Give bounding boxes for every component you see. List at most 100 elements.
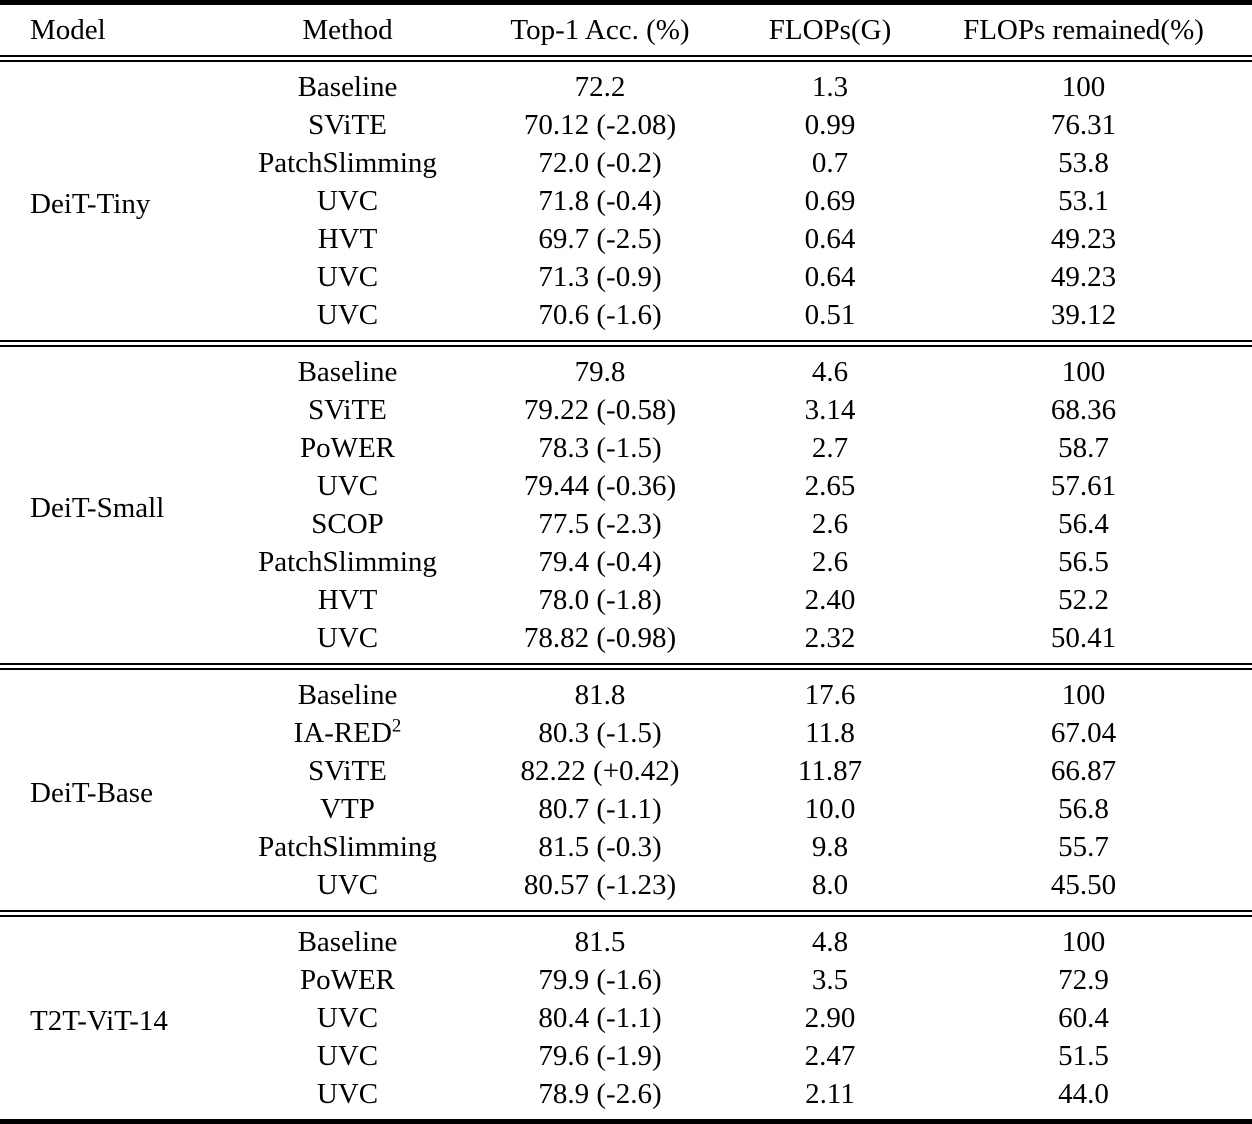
table-row: PoWER 79.9 (-1.6) 3.5 72.9 bbox=[0, 961, 1252, 999]
top1-acc-cell: 71.8 (-0.4) bbox=[538, 185, 662, 217]
flops-cell: 2.11 bbox=[805, 1078, 855, 1110]
flops-cell: 9.8 bbox=[811, 831, 849, 863]
table-row: UVC 79.44 (-0.36) 2.65 57.61 bbox=[0, 467, 1252, 505]
flops-cell: 10.0 bbox=[804, 793, 856, 825]
method-cell: Baseline bbox=[297, 926, 398, 958]
col-header-top1-acc: Top-1 Acc. (%) bbox=[510, 14, 690, 46]
table-row: UVC 70.6 (-1.6) 0.51 39.12 bbox=[0, 296, 1252, 344]
method-cell: UVC bbox=[316, 470, 379, 502]
table-row: SViTE 79.22 (-0.58) 3.14 68.36 bbox=[0, 391, 1252, 429]
flops-remained-cell: 56.4 bbox=[1058, 508, 1109, 540]
top1-acc-cell: 81.8 bbox=[574, 679, 626, 711]
method-cell: PatchSlimming bbox=[258, 831, 437, 863]
flops-cell: 1.3 bbox=[811, 71, 849, 103]
top1-acc-cell: 80.57 (-1.23) bbox=[523, 869, 677, 901]
top1-acc-cell: 79.44 (-0.36) bbox=[523, 470, 677, 502]
flops-cell: 2.7 bbox=[811, 432, 849, 464]
table-row: PatchSlimming 81.5 (-0.3) 9.8 55.7 bbox=[0, 828, 1252, 866]
flops-cell: 0.7 bbox=[811, 147, 849, 179]
method-cell: PatchSlimming bbox=[258, 147, 437, 179]
top1-acc-cell: 79.4 (-0.4) bbox=[538, 546, 662, 578]
flops-remained-cell: 66.87 bbox=[1050, 755, 1117, 787]
method-cell: PatchSlimming bbox=[258, 546, 437, 578]
method-cell: UVC bbox=[316, 299, 379, 331]
flops-remained-cell: 45.50 bbox=[1050, 869, 1117, 901]
top1-acc-cell: 79.9 (-1.6) bbox=[538, 964, 662, 996]
model-section-deit-tiny: DeiT-Tiny Baseline 72.2 1.3 100 SViTE 70.12 (-… bbox=[0, 58, 1252, 344]
top1-acc-cell: 78.82 (-0.98) bbox=[523, 622, 677, 654]
method-cell: UVC bbox=[316, 1040, 379, 1072]
flops-cell: 8.0 bbox=[811, 869, 849, 901]
method-cell: SCOP bbox=[311, 508, 384, 540]
col-header-model: Model bbox=[30, 14, 106, 46]
flops-remained-cell: 68.36 bbox=[1050, 394, 1117, 426]
flops-cell: 17.6 bbox=[804, 679, 856, 711]
table-row: UVC 78.9 (-2.6) 2.11 44.0 bbox=[0, 1075, 1252, 1122]
flops-remained-cell: 51.5 bbox=[1058, 1040, 1109, 1072]
top1-acc-cell: 72.0 (-0.2) bbox=[538, 147, 662, 179]
flops-cell: 2.90 bbox=[804, 1002, 856, 1034]
method-cell: SViTE bbox=[308, 109, 387, 141]
method-cell: SViTE bbox=[308, 394, 387, 426]
flops-cell: 11.87 bbox=[797, 755, 863, 787]
flops-cell: 0.69 bbox=[804, 185, 856, 217]
flops-remained-cell: 100 bbox=[1061, 926, 1106, 958]
top1-acc-cell: 82.22 (+0.42) bbox=[520, 755, 680, 787]
method-cell: UVC bbox=[316, 1002, 379, 1034]
flops-cell: 0.51 bbox=[804, 299, 856, 331]
table-row: UVC 78.82 (-0.98) 2.32 50.41 bbox=[0, 619, 1252, 667]
top1-acc-cell: 79.6 (-1.9) bbox=[538, 1040, 662, 1072]
flops-cell: 0.64 bbox=[804, 223, 856, 255]
model-cell: DeiT-Base bbox=[30, 777, 153, 809]
table-row: SViTE 82.22 (+0.42) 11.87 66.87 bbox=[0, 752, 1252, 790]
flops-remained-cell: 49.23 bbox=[1050, 261, 1117, 293]
flops-cell: 0.64 bbox=[804, 261, 856, 293]
flops-remained-cell: 57.61 bbox=[1050, 470, 1117, 502]
table-row: T2T-ViT-14 Baseline 81.5 4.8 100 bbox=[0, 914, 1252, 1037]
top1-acc-cell: 72.2 bbox=[574, 71, 626, 103]
flops-remained-cell: 53.8 bbox=[1058, 147, 1109, 179]
flops-cell: 0.99 bbox=[804, 109, 856, 141]
flops-remained-cell: 52.2 bbox=[1058, 584, 1109, 616]
flops-remained-cell: 60.4 bbox=[1058, 1002, 1109, 1034]
flops-cell: 2.65 bbox=[804, 470, 856, 502]
top1-acc-cell: 80.3 (-1.5) bbox=[538, 717, 662, 749]
top1-acc-cell: 79.8 bbox=[574, 356, 626, 388]
flops-remained-cell: 49.23 bbox=[1050, 223, 1117, 255]
flops-cell: 3.5 bbox=[811, 964, 849, 996]
flops-remained-cell: 44.0 bbox=[1058, 1078, 1109, 1110]
table-row: DeiT-Tiny Baseline 72.2 1.3 100 bbox=[0, 59, 1252, 220]
table-row: HVT 69.7 (-2.5) 0.64 49.23 bbox=[0, 220, 1252, 258]
flops-cell: 2.6 bbox=[811, 508, 849, 540]
method-cell: HVT bbox=[317, 223, 378, 255]
method-cell: UVC bbox=[316, 261, 379, 293]
table-row: SCOP 77.5 (-2.3) 2.6 56.4 bbox=[0, 505, 1252, 543]
table-header: Model Method Top-1 Acc. (%) FLOPs(G) FLO… bbox=[0, 3, 1252, 59]
method-cell: HVT bbox=[317, 584, 378, 616]
flops-cell: 3.14 bbox=[804, 394, 856, 426]
method-cell: Baseline bbox=[297, 679, 398, 711]
flops-remained-cell: 100 bbox=[1061, 679, 1106, 711]
top1-acc-cell: 71.3 (-0.9) bbox=[538, 261, 662, 293]
method-cell: PoWER bbox=[299, 964, 396, 996]
method-cell: PoWER bbox=[299, 432, 396, 464]
top1-acc-cell: 81.5 (-0.3) bbox=[538, 831, 662, 863]
table-row: PoWER 78.3 (-1.5) 2.7 58.7 bbox=[0, 429, 1252, 467]
flops-remained-cell: 100 bbox=[1061, 356, 1106, 388]
top1-acc-cell: 79.22 (-0.58) bbox=[523, 394, 677, 426]
flops-cell: 2.6 bbox=[811, 546, 849, 578]
top1-acc-cell: 69.7 (-2.5) bbox=[538, 223, 662, 255]
flops-remained-cell: 100 bbox=[1061, 71, 1106, 103]
method-cell: UVC bbox=[316, 1078, 379, 1110]
flops-remained-cell: 56.8 bbox=[1058, 793, 1109, 825]
model-section-t2t-vit-14: T2T-ViT-14 Baseline 81.5 4.8 100 PoWER 79.9 (-… bbox=[0, 913, 1252, 1123]
top1-acc-cell: 70.6 (-1.6) bbox=[538, 299, 662, 331]
method-cell: Baseline bbox=[297, 356, 398, 388]
flops-remained-cell: 76.31 bbox=[1050, 109, 1117, 141]
model-section-deit-small: DeiT-Small Baseline 79.8 4.6 100 SViTE 79.22 (… bbox=[0, 343, 1252, 667]
table-row: VTP 80.7 (-1.1) 10.0 56.8 bbox=[0, 790, 1252, 828]
table-row: UVC 80.4 (-1.1) 2.90 60.4 bbox=[0, 999, 1252, 1037]
method-cell: SViTE bbox=[308, 755, 387, 787]
model-cell: DeiT-Tiny bbox=[30, 188, 151, 220]
